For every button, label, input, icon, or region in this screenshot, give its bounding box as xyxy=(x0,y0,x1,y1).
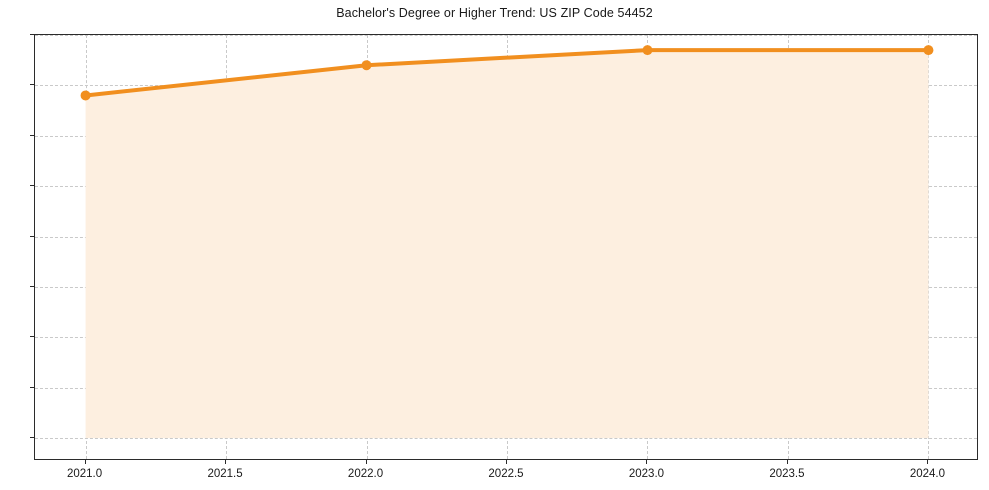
data-point-marker xyxy=(923,45,934,56)
x-axis-tick-label: 2023.0 xyxy=(628,468,665,480)
x-axis-tick-label: 2021.0 xyxy=(66,468,103,480)
data-point-marker xyxy=(361,60,372,71)
series-layer xyxy=(80,45,934,439)
trend-line xyxy=(83,48,931,98)
x-axis-tick-label: 2022.5 xyxy=(488,468,524,480)
data-point-marker xyxy=(642,45,653,56)
chart-title: Bachelor's Degree or Higher Trend: US ZI… xyxy=(336,6,653,20)
data-point-markers xyxy=(80,45,934,101)
x-axis-tick-label: 2023.5 xyxy=(769,468,805,480)
data-point-marker xyxy=(80,90,91,101)
area-fill xyxy=(85,50,929,439)
x-axis-tick-label: 2024.0 xyxy=(909,468,946,480)
plot-area xyxy=(34,34,978,460)
x-axis-tick-label: 2022.0 xyxy=(347,468,384,480)
x-axis-tick-label: 2021.5 xyxy=(207,468,243,480)
